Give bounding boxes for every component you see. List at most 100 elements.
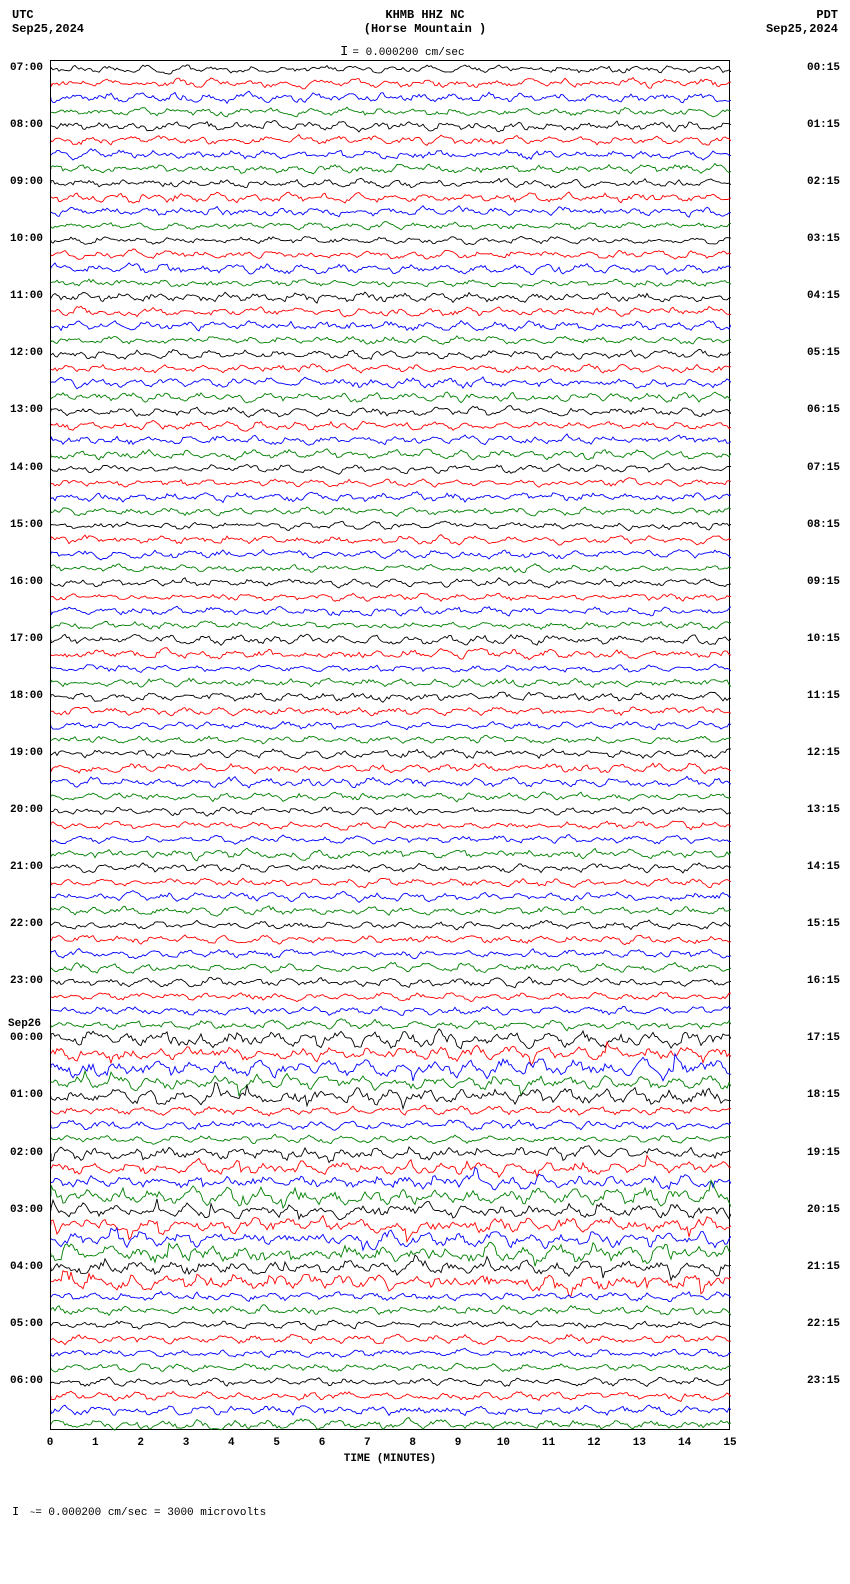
utc-time-label: 14:00 (10, 462, 43, 474)
trace-line (51, 735, 731, 744)
trace-line (51, 848, 731, 861)
trace-line (51, 492, 731, 503)
x-tick: 8 (409, 1437, 416, 1449)
utc-time-label: 17:00 (10, 633, 43, 645)
utc-time-label: 15:00 (10, 519, 43, 531)
trace-line (51, 1334, 731, 1344)
trace-line (51, 421, 731, 432)
pdt-time-label: 05:15 (807, 347, 840, 359)
trace-line (51, 164, 731, 174)
trace-line (51, 935, 731, 945)
trace-line (51, 336, 731, 345)
trace-line (51, 1242, 731, 1266)
trace-line (51, 792, 731, 802)
trace-line (51, 1305, 731, 1316)
trace-line (51, 306, 731, 317)
header-left: UTC Sep25,2024 (12, 8, 84, 36)
trace-line (51, 321, 731, 331)
trace-line (51, 920, 731, 930)
trace-line (51, 1029, 731, 1049)
x-tick: 12 (587, 1437, 600, 1449)
x-axis-label: TIME (MINUTES) (344, 1453, 436, 1465)
trace-line (51, 236, 731, 244)
pdt-time-label: 00:15 (807, 62, 840, 74)
pdt-time-label: 23:15 (807, 1375, 840, 1387)
pdt-time-label: 22:15 (807, 1318, 840, 1330)
pdt-time-label: 04:15 (807, 290, 840, 302)
x-tick: 3 (183, 1437, 190, 1449)
trace-line (51, 1006, 731, 1015)
pdt-time-label: 14:15 (807, 861, 840, 873)
trace-line (51, 807, 731, 816)
trace-line (51, 1405, 731, 1416)
date-marker: Sep26 (8, 1018, 41, 1030)
pdt-time-label: 09:15 (807, 576, 840, 588)
trace-line (51, 1228, 731, 1250)
utc-time-label: 10:00 (10, 233, 43, 245)
trace-line (51, 863, 731, 873)
trace-line (51, 249, 731, 259)
trace-line (51, 878, 731, 888)
trace-line (51, 478, 731, 488)
trace-line (51, 949, 731, 959)
utc-time-label: 09:00 (10, 176, 43, 188)
trace-line (51, 1377, 731, 1386)
x-axis: TIME (MINUTES) 0123456789101112131415 (50, 1435, 730, 1465)
trace-line (51, 1134, 731, 1144)
pdt-time-label: 16:15 (807, 975, 840, 987)
trace-line (51, 1348, 731, 1357)
trace-line (51, 678, 731, 687)
trace-line (51, 891, 731, 903)
pdt-time-label: 15:15 (807, 918, 840, 930)
trace-line (51, 206, 731, 217)
x-tick: 13 (633, 1437, 646, 1449)
x-tick: 11 (542, 1437, 555, 1449)
trace-line (51, 835, 731, 845)
pdt-time-label: 01:15 (807, 119, 840, 131)
utc-time-label: 11:00 (10, 290, 43, 302)
station-location: (Horse Mountain ) (364, 22, 486, 36)
utc-time-label: 03:00 (10, 1204, 43, 1216)
header-right: PDT Sep25,2024 (766, 8, 838, 36)
trace-line (51, 1271, 731, 1296)
trace-line (51, 377, 731, 389)
scale-marker: = 0.000200 cm/sec (340, 44, 465, 60)
trace-line (51, 392, 731, 403)
trace-line (51, 1054, 731, 1081)
utc-time-label: 21:00 (10, 861, 43, 873)
header-center: KHMB HHZ NC (Horse Mountain ) (364, 8, 486, 36)
utc-time-label: 07:00 (10, 62, 43, 74)
tz-left: UTC (12, 8, 84, 22)
trace-line (51, 1155, 731, 1177)
utc-time-label: 19:00 (10, 747, 43, 759)
date-right: Sep25,2024 (766, 22, 838, 36)
trace-line (51, 406, 731, 418)
x-tick: 7 (364, 1437, 371, 1449)
trace-line (51, 906, 731, 916)
pdt-time-label: 20:15 (807, 1204, 840, 1216)
pdt-time-label: 21:15 (807, 1261, 840, 1273)
x-tick: 6 (319, 1437, 326, 1449)
utc-time-label: 18:00 (10, 690, 43, 702)
header: UTC Sep25,2024 KHMB HHZ NC (Horse Mounta… (0, 8, 850, 58)
pdt-time-label: 08:15 (807, 519, 840, 531)
x-tick: 1 (92, 1437, 99, 1449)
trace-line (51, 107, 731, 117)
trace-line (51, 1292, 731, 1302)
trace-line (51, 763, 731, 774)
trace-line (51, 1146, 731, 1163)
trace-line (51, 507, 731, 517)
trace-line (51, 1216, 731, 1242)
pdt-time-label: 13:15 (807, 804, 840, 816)
trace-line (51, 821, 731, 830)
trace-line (51, 1120, 731, 1130)
footer-scale: ~= 0.000200 cm/sec = 3000 microvolts (8, 1505, 266, 1519)
trace-line (51, 1391, 731, 1401)
utc-time-label: 16:00 (10, 576, 43, 588)
utc-time-label: 04:00 (10, 1261, 43, 1273)
tz-right: PDT (766, 8, 838, 22)
trace-line (51, 91, 731, 103)
utc-time-label: 02:00 (10, 1147, 43, 1159)
pdt-time-label: 18:15 (807, 1089, 840, 1101)
trace-line (51, 606, 731, 616)
